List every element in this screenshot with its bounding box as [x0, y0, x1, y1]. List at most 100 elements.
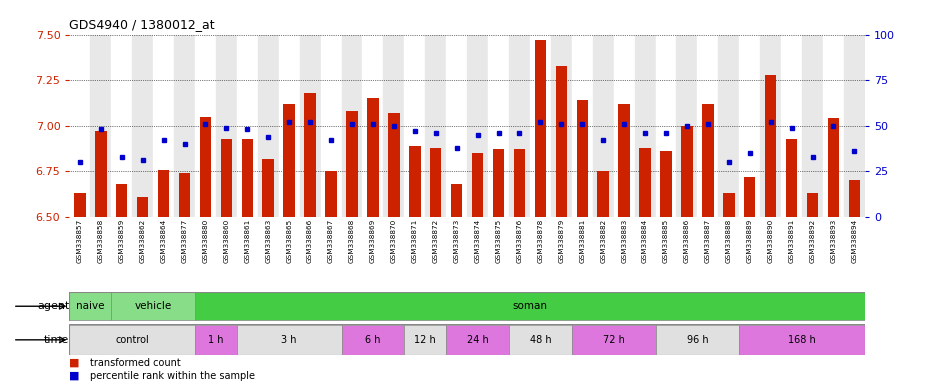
Text: GSM338893: GSM338893 — [831, 219, 836, 263]
Bar — [341, 35, 363, 217]
Bar — [179, 173, 191, 217]
Text: 1 h: 1 h — [208, 335, 224, 345]
Text: GSM338881: GSM338881 — [579, 219, 586, 263]
Text: control: control — [116, 335, 149, 345]
Text: GSM338884: GSM338884 — [642, 219, 648, 263]
Bar — [111, 35, 132, 217]
Text: GSM338879: GSM338879 — [559, 219, 564, 263]
Text: GSM338889: GSM338889 — [746, 219, 753, 263]
Bar — [346, 111, 358, 217]
Bar — [95, 131, 106, 217]
Bar — [69, 35, 91, 217]
Text: GSM338883: GSM338883 — [621, 219, 627, 263]
Bar — [404, 325, 446, 354]
Bar — [593, 35, 613, 217]
Text: transformed count: transformed count — [90, 358, 180, 368]
Bar — [258, 35, 278, 217]
Bar — [263, 159, 274, 217]
Bar — [488, 35, 509, 217]
Bar — [613, 35, 635, 217]
Bar — [216, 35, 237, 217]
Text: agent: agent — [37, 301, 69, 311]
Text: GSM338880: GSM338880 — [203, 219, 208, 263]
Bar — [69, 293, 111, 320]
Text: GDS4940 / 1380012_at: GDS4940 / 1380012_at — [69, 18, 215, 31]
Text: percentile rank within the sample: percentile rank within the sample — [90, 371, 254, 381]
Bar — [69, 325, 195, 354]
Bar — [535, 40, 546, 217]
Bar — [656, 35, 676, 217]
Bar — [200, 117, 211, 217]
Text: 48 h: 48 h — [530, 335, 551, 345]
Bar — [676, 35, 697, 217]
Bar — [551, 35, 572, 217]
Bar — [430, 148, 441, 217]
Bar — [241, 139, 253, 217]
Bar — [556, 66, 567, 217]
Text: GSM338882: GSM338882 — [600, 219, 606, 263]
Text: GSM338888: GSM338888 — [726, 219, 732, 263]
Text: GSM338870: GSM338870 — [391, 219, 397, 263]
Bar — [598, 171, 609, 217]
Bar — [195, 35, 216, 217]
Text: GSM338864: GSM338864 — [161, 219, 166, 263]
Bar — [509, 325, 572, 354]
Bar — [697, 35, 719, 217]
Bar — [154, 35, 174, 217]
Bar — [786, 139, 797, 217]
Bar — [572, 35, 593, 217]
Bar — [576, 100, 588, 217]
Bar — [530, 35, 551, 217]
Text: GSM338867: GSM338867 — [328, 219, 334, 263]
Bar — [781, 35, 802, 217]
Bar — [844, 35, 865, 217]
Text: GSM338861: GSM338861 — [244, 219, 251, 263]
Bar — [283, 104, 295, 217]
Bar — [426, 35, 446, 217]
Bar — [723, 193, 734, 217]
Text: GSM338877: GSM338877 — [181, 219, 188, 263]
Bar — [635, 35, 656, 217]
Text: naive: naive — [76, 301, 105, 311]
Bar — [572, 325, 656, 354]
Bar — [446, 35, 467, 217]
Bar — [300, 35, 321, 217]
Bar — [450, 184, 462, 217]
Text: 6 h: 6 h — [365, 335, 381, 345]
Bar — [639, 148, 651, 217]
Bar — [656, 325, 739, 354]
Text: 72 h: 72 h — [603, 335, 624, 345]
Bar — [660, 151, 672, 217]
Bar — [760, 35, 781, 217]
Text: 12 h: 12 h — [414, 335, 436, 345]
Text: GSM338858: GSM338858 — [98, 219, 104, 263]
Bar — [137, 197, 148, 217]
Text: 3 h: 3 h — [281, 335, 297, 345]
Text: GSM338863: GSM338863 — [265, 219, 271, 263]
Bar — [739, 35, 760, 217]
Bar — [739, 325, 865, 354]
Bar — [404, 35, 426, 217]
Text: vehicle: vehicle — [134, 301, 172, 311]
Bar — [702, 104, 713, 217]
Bar — [237, 35, 258, 217]
Bar — [409, 146, 421, 217]
Bar — [383, 35, 404, 217]
Bar — [493, 149, 504, 217]
Text: GSM338860: GSM338860 — [223, 219, 229, 263]
Text: GSM338868: GSM338868 — [349, 219, 355, 263]
Text: GSM338885: GSM338885 — [663, 219, 669, 263]
Bar — [848, 180, 860, 217]
Text: GSM338873: GSM338873 — [453, 219, 460, 263]
Text: GSM338874: GSM338874 — [475, 219, 481, 263]
Bar — [446, 325, 509, 354]
Bar — [513, 149, 525, 217]
Bar — [74, 193, 86, 217]
Bar — [341, 325, 404, 354]
Text: GSM338872: GSM338872 — [433, 219, 438, 263]
Bar — [765, 74, 776, 217]
Bar — [363, 35, 383, 217]
Text: GSM338894: GSM338894 — [851, 219, 857, 263]
Bar — [472, 153, 484, 217]
Text: GSM338865: GSM338865 — [286, 219, 292, 263]
